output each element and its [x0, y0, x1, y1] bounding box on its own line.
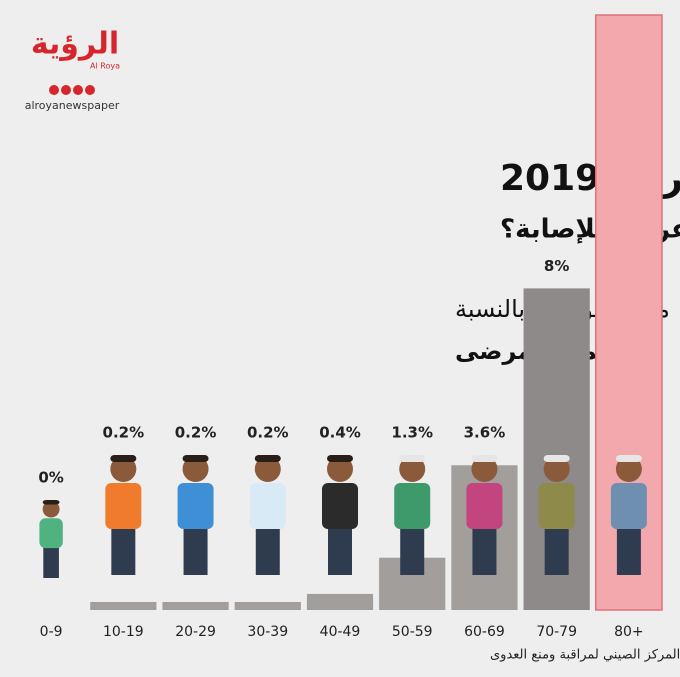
person-head: [543, 456, 570, 482]
person-hair: [182, 455, 209, 462]
value-label: 0.2%: [175, 424, 217, 442]
value-label: 0.4%: [319, 424, 361, 442]
bar: [234, 601, 301, 610]
person-hair: [615, 455, 642, 462]
person-icon: [322, 455, 358, 575]
person-icon: [39, 500, 63, 578]
x-tick-label: 30-39: [247, 624, 288, 640]
person-icon: [177, 455, 214, 575]
person-hair: [254, 455, 281, 462]
person-body: [538, 483, 575, 529]
x-tick-label: 0-9: [40, 624, 63, 640]
person-legs: [183, 525, 208, 575]
bar: [90, 601, 157, 610]
source: المصدر: المركز الصيني لمراقبة ومنع العدو…: [490, 648, 680, 663]
person-legs: [400, 525, 425, 575]
person-head: [254, 456, 281, 482]
person-head: [42, 500, 60, 518]
logo-latin: Al Roya: [90, 62, 120, 71]
person-body: [177, 483, 214, 529]
person-legs: [472, 525, 497, 575]
person-head: [182, 456, 209, 482]
person-body: [322, 483, 358, 529]
person-body: [105, 483, 142, 529]
person-icon: [394, 455, 431, 575]
person-hair: [42, 500, 60, 505]
person-head: [471, 456, 498, 482]
person-icon: [610, 455, 647, 575]
logo: الرؤية: [31, 27, 119, 62]
person-legs: [616, 525, 641, 575]
person-legs: [255, 525, 280, 575]
x-tick-label: 70-79: [536, 624, 577, 640]
person-body: [610, 483, 647, 529]
person-icon: [249, 455, 286, 575]
person-icon: [466, 455, 503, 575]
person-legs: [43, 545, 59, 578]
person-head: [615, 456, 642, 482]
handle: alroyanewspaper: [25, 99, 120, 112]
person-head: [110, 456, 137, 482]
value-label: 0.2%: [247, 424, 289, 442]
x-tick-label: 80+: [614, 624, 644, 640]
person-icon: [105, 455, 142, 575]
x-tick-label: 50-59: [392, 624, 433, 640]
person-body: [39, 518, 63, 549]
person-body: [249, 483, 286, 529]
person-head: [327, 456, 353, 482]
person-hair: [327, 455, 353, 462]
person-hair: [110, 455, 137, 462]
person-hair: [399, 455, 426, 462]
person-legs: [328, 525, 352, 575]
bar: [306, 593, 374, 610]
x-tick-label: 40-49: [320, 624, 361, 640]
x-tick-label: 20-29: [175, 624, 216, 640]
value-label: 0%: [38, 469, 63, 487]
x-tick-label: 60-69: [464, 624, 505, 640]
value-label: 8%: [544, 257, 569, 275]
person-head: [399, 456, 426, 482]
person-legs: [544, 525, 569, 575]
person-body: [394, 483, 431, 529]
social-icons: [49, 85, 95, 95]
value-label: 3.6%: [464, 424, 506, 442]
value-label: 14.8%: [603, 0, 655, 2]
person-icon: [538, 455, 575, 575]
person-hair: [543, 455, 570, 462]
value-label: 1.3%: [391, 424, 433, 442]
x-tick-label: 10-19: [103, 624, 144, 640]
value-label: 0.2%: [103, 424, 145, 442]
person-body: [466, 483, 503, 529]
bar: [162, 601, 229, 610]
person-legs: [111, 525, 136, 575]
person-hair: [471, 455, 498, 462]
